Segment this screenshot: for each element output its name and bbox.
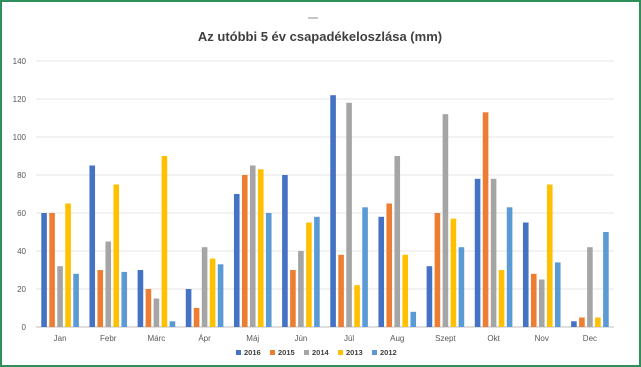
bar-2015-Aug	[386, 203, 393, 327]
bar-2013-Szept	[450, 218, 457, 327]
y-tick-label: 60	[17, 209, 26, 218]
x-tick-label: Okt	[487, 334, 500, 343]
x-tick-label: Nov	[535, 334, 549, 343]
bar-2014-Jún	[298, 251, 304, 327]
bar-2012-Jan	[73, 273, 79, 327]
bar-2013-Nov	[546, 184, 553, 327]
bar-2015-Jan	[49, 213, 55, 327]
y-tick-label: 40	[17, 247, 26, 256]
x-tick-label: Jún	[294, 334, 307, 343]
legend-label-2013: 2013	[346, 348, 363, 357]
bar-2015-Okt	[482, 112, 489, 327]
bar-2013-Jan	[65, 203, 71, 327]
legend-label-2016: 2016	[244, 348, 261, 357]
bar-2016-Márc	[137, 270, 144, 327]
bar-2012-Ápr	[217, 264, 224, 327]
legend: 2016 2015 2014 2013 2012	[236, 348, 397, 357]
bar-2016-Jún	[282, 175, 288, 327]
bar-2012-Okt	[506, 207, 513, 327]
bar-2016-Júl	[330, 95, 336, 327]
x-tick-label: Júl	[344, 334, 354, 343]
bar-2014-Dec	[587, 247, 593, 327]
bar-2016-Dec	[571, 321, 577, 327]
bar-2014-Aug	[394, 156, 401, 327]
bar-2016-Febr	[89, 165, 96, 327]
y-tick-label: 80	[17, 171, 26, 180]
bar-2012-Aug	[410, 311, 417, 327]
y-tick-label: 140	[13, 57, 27, 66]
y-tick-label: 100	[13, 133, 27, 142]
bar-2016-Máj	[233, 194, 240, 327]
bar-2014-Ápr	[201, 247, 208, 327]
legend-swatch-2015	[270, 350, 275, 355]
bar-2015-Szept	[434, 213, 441, 327]
x-tick-label: Jan	[54, 334, 67, 343]
bars	[41, 95, 609, 327]
bar-2016-Jan	[41, 213, 47, 327]
bar-2016-Nov	[522, 222, 529, 327]
bar-2016-Okt	[474, 178, 481, 327]
y-tick-label: 0	[22, 323, 27, 332]
bar-2015-Júl	[338, 254, 344, 327]
legend-label-2014: 2014	[312, 348, 330, 357]
bar-2014-Szept	[442, 114, 449, 327]
bar-2013-Márc	[161, 156, 168, 327]
bar-2014-Máj	[249, 165, 256, 327]
legend-swatch-2012	[372, 350, 377, 355]
x-tick-label: Márc	[148, 334, 166, 343]
legend-label-2012: 2012	[380, 348, 397, 357]
bar-2012-Márc	[169, 321, 176, 327]
bar-2012-Máj	[265, 213, 272, 327]
bar-2013-Máj	[257, 169, 264, 327]
bar-2013-Febr	[113, 184, 120, 327]
bar-2014-Okt	[490, 178, 497, 327]
bar-2014-Jan	[57, 266, 63, 327]
bar-2012-Dec	[603, 232, 609, 327]
x-tick-label: Ápr	[198, 334, 211, 343]
bar-2012-Jún	[314, 216, 320, 327]
bar-2014-Márc	[153, 298, 160, 327]
bar-2016-Ápr	[185, 289, 192, 327]
x-tick-label: Aug	[390, 334, 404, 343]
bar-2012-Júl	[362, 207, 368, 327]
bar-2014-Febr	[105, 241, 112, 327]
bar-2013-Ápr	[209, 258, 216, 327]
bar-2015-Nov	[530, 273, 537, 327]
bar-2016-Szept	[426, 266, 433, 327]
legend-label-2015: 2015	[278, 348, 295, 357]
bar-2013-Okt	[498, 270, 505, 327]
legend-swatch-2016	[236, 350, 241, 355]
bar-2013-Aug	[402, 254, 409, 327]
bar-2015-Dec	[579, 317, 585, 327]
y-tick-label: 20	[17, 285, 26, 294]
bar-2015-Jún	[290, 270, 296, 327]
bar-2012-Nov	[554, 262, 561, 327]
bar-2015-Ápr	[193, 308, 200, 327]
bar-2016-Aug	[378, 216, 385, 327]
x-axis-ticks: Jan Febr Márc Ápr Máj Jún Júl Aug Szept Okt Nov Dec	[54, 334, 597, 343]
y-axis-ticks: 0 20 40 60 80 100 120 140	[13, 57, 27, 332]
x-tick-label: Máj	[246, 334, 259, 343]
bar-2015-Márc	[145, 289, 152, 327]
x-tick-label: Szept	[435, 334, 456, 343]
bar-2012-Febr	[121, 271, 128, 327]
bar-2015-Febr	[97, 270, 104, 327]
bar-2014-Júl	[346, 102, 352, 327]
x-tick-label: Febr	[100, 334, 117, 343]
x-tick-label: Dec	[583, 334, 597, 343]
y-tick-label: 120	[13, 95, 27, 104]
bar-2013-Dec	[595, 317, 601, 327]
legend-swatch-2014	[304, 350, 309, 355]
chart-title: Az utóbbi 5 év csapadékeloszlása (mm)	[198, 29, 442, 44]
gridlines	[36, 60, 614, 328]
bar-2012-Szept	[458, 247, 465, 327]
legend-swatch-2013	[338, 350, 343, 355]
bar-2013-Jún	[306, 222, 312, 327]
bar-2015-Máj	[241, 175, 248, 327]
bar-2013-Júl	[354, 285, 360, 327]
bar-2014-Nov	[538, 279, 545, 327]
